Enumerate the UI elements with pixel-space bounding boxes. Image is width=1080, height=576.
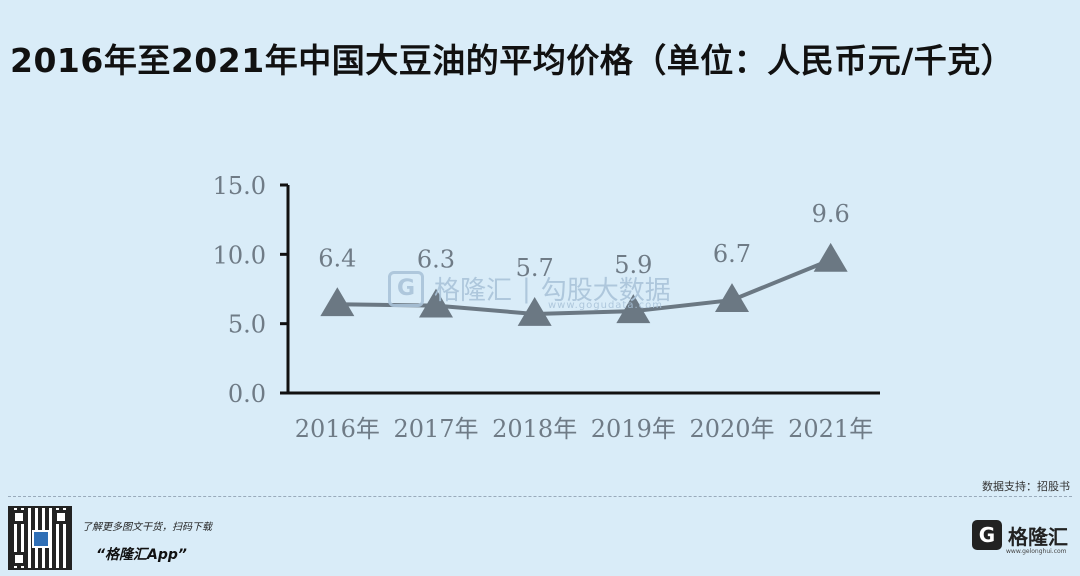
x-tick-label: 2016年 — [295, 415, 380, 443]
watermark-url: www.gogudata.com — [548, 300, 664, 311]
footer-divider — [8, 496, 1072, 497]
qr-corner-icon — [54, 510, 68, 524]
x-tick-label: 2020年 — [689, 415, 774, 443]
footer-promo-text: 了解更多图文干货，扫码下载 — [82, 522, 212, 533]
watermark-logo-icon: G — [388, 270, 424, 307]
y-tick-label: 10.0 — [213, 241, 266, 269]
data-label: 9.6 — [812, 200, 850, 228]
data-label: 6.7 — [713, 240, 751, 268]
data-label: 5.7 — [516, 254, 554, 282]
x-tick-label: 2019年 — [591, 415, 676, 443]
brand-name: 格隆汇 — [1008, 524, 1068, 549]
data-point-marker — [419, 288, 453, 318]
brand-url: www.gelonghui.com — [1006, 548, 1067, 555]
x-axis-ticks: 2016年 2017年 2018年 2019年 2020年 2021年 — [295, 415, 873, 443]
watermark-partner: 勾股大数据 — [540, 276, 671, 306]
chart-title: 2016年至2021年中国大豆油的平均价格（单位：人民币元/千克） — [10, 41, 1015, 80]
source-note: 数据支持：招股书 — [982, 480, 1070, 493]
data-point-marker — [320, 287, 355, 317]
y-tick-label: 5.0 — [228, 311, 266, 339]
y-tick-label: 15.0 — [213, 172, 266, 200]
data-labels: 6.4 6.3 5.7 5.9 6.7 9.6 — [318, 200, 850, 282]
data-point-marker — [715, 283, 749, 312]
watermark: G 格隆汇 | 勾股大数据 www.gogudata.com — [388, 270, 671, 311]
qr-logo-icon — [32, 530, 50, 548]
y-axis-ticks: 0.0 5.0 10.0 15.0 — [213, 172, 288, 408]
qr-code-icon — [8, 506, 72, 570]
x-tick-label: 2017年 — [393, 415, 478, 443]
data-label: 6.3 — [417, 246, 455, 274]
watermark-brand: 格隆汇 — [434, 276, 513, 306]
watermark-divider: | — [522, 273, 531, 304]
x-tick-label: 2018年 — [492, 415, 577, 443]
data-point-marker — [616, 294, 651, 324]
qr-corner-icon — [12, 552, 26, 566]
data-label: 5.9 — [614, 251, 652, 279]
footer-brand: G 格隆汇 www.gelonghui.com — [972, 520, 1068, 555]
x-tick-label: 2021年 — [788, 415, 873, 443]
brand-logo-icon: G — [972, 520, 1002, 550]
data-point-marker — [517, 296, 552, 326]
footer-app-name: “格隆汇App” — [96, 547, 187, 563]
y-tick-label: 0.0 — [228, 380, 266, 408]
data-point-marker — [813, 242, 848, 272]
data-label: 6.4 — [318, 244, 356, 272]
chart-axes — [286, 185, 880, 395]
qr-corner-icon — [12, 510, 26, 524]
